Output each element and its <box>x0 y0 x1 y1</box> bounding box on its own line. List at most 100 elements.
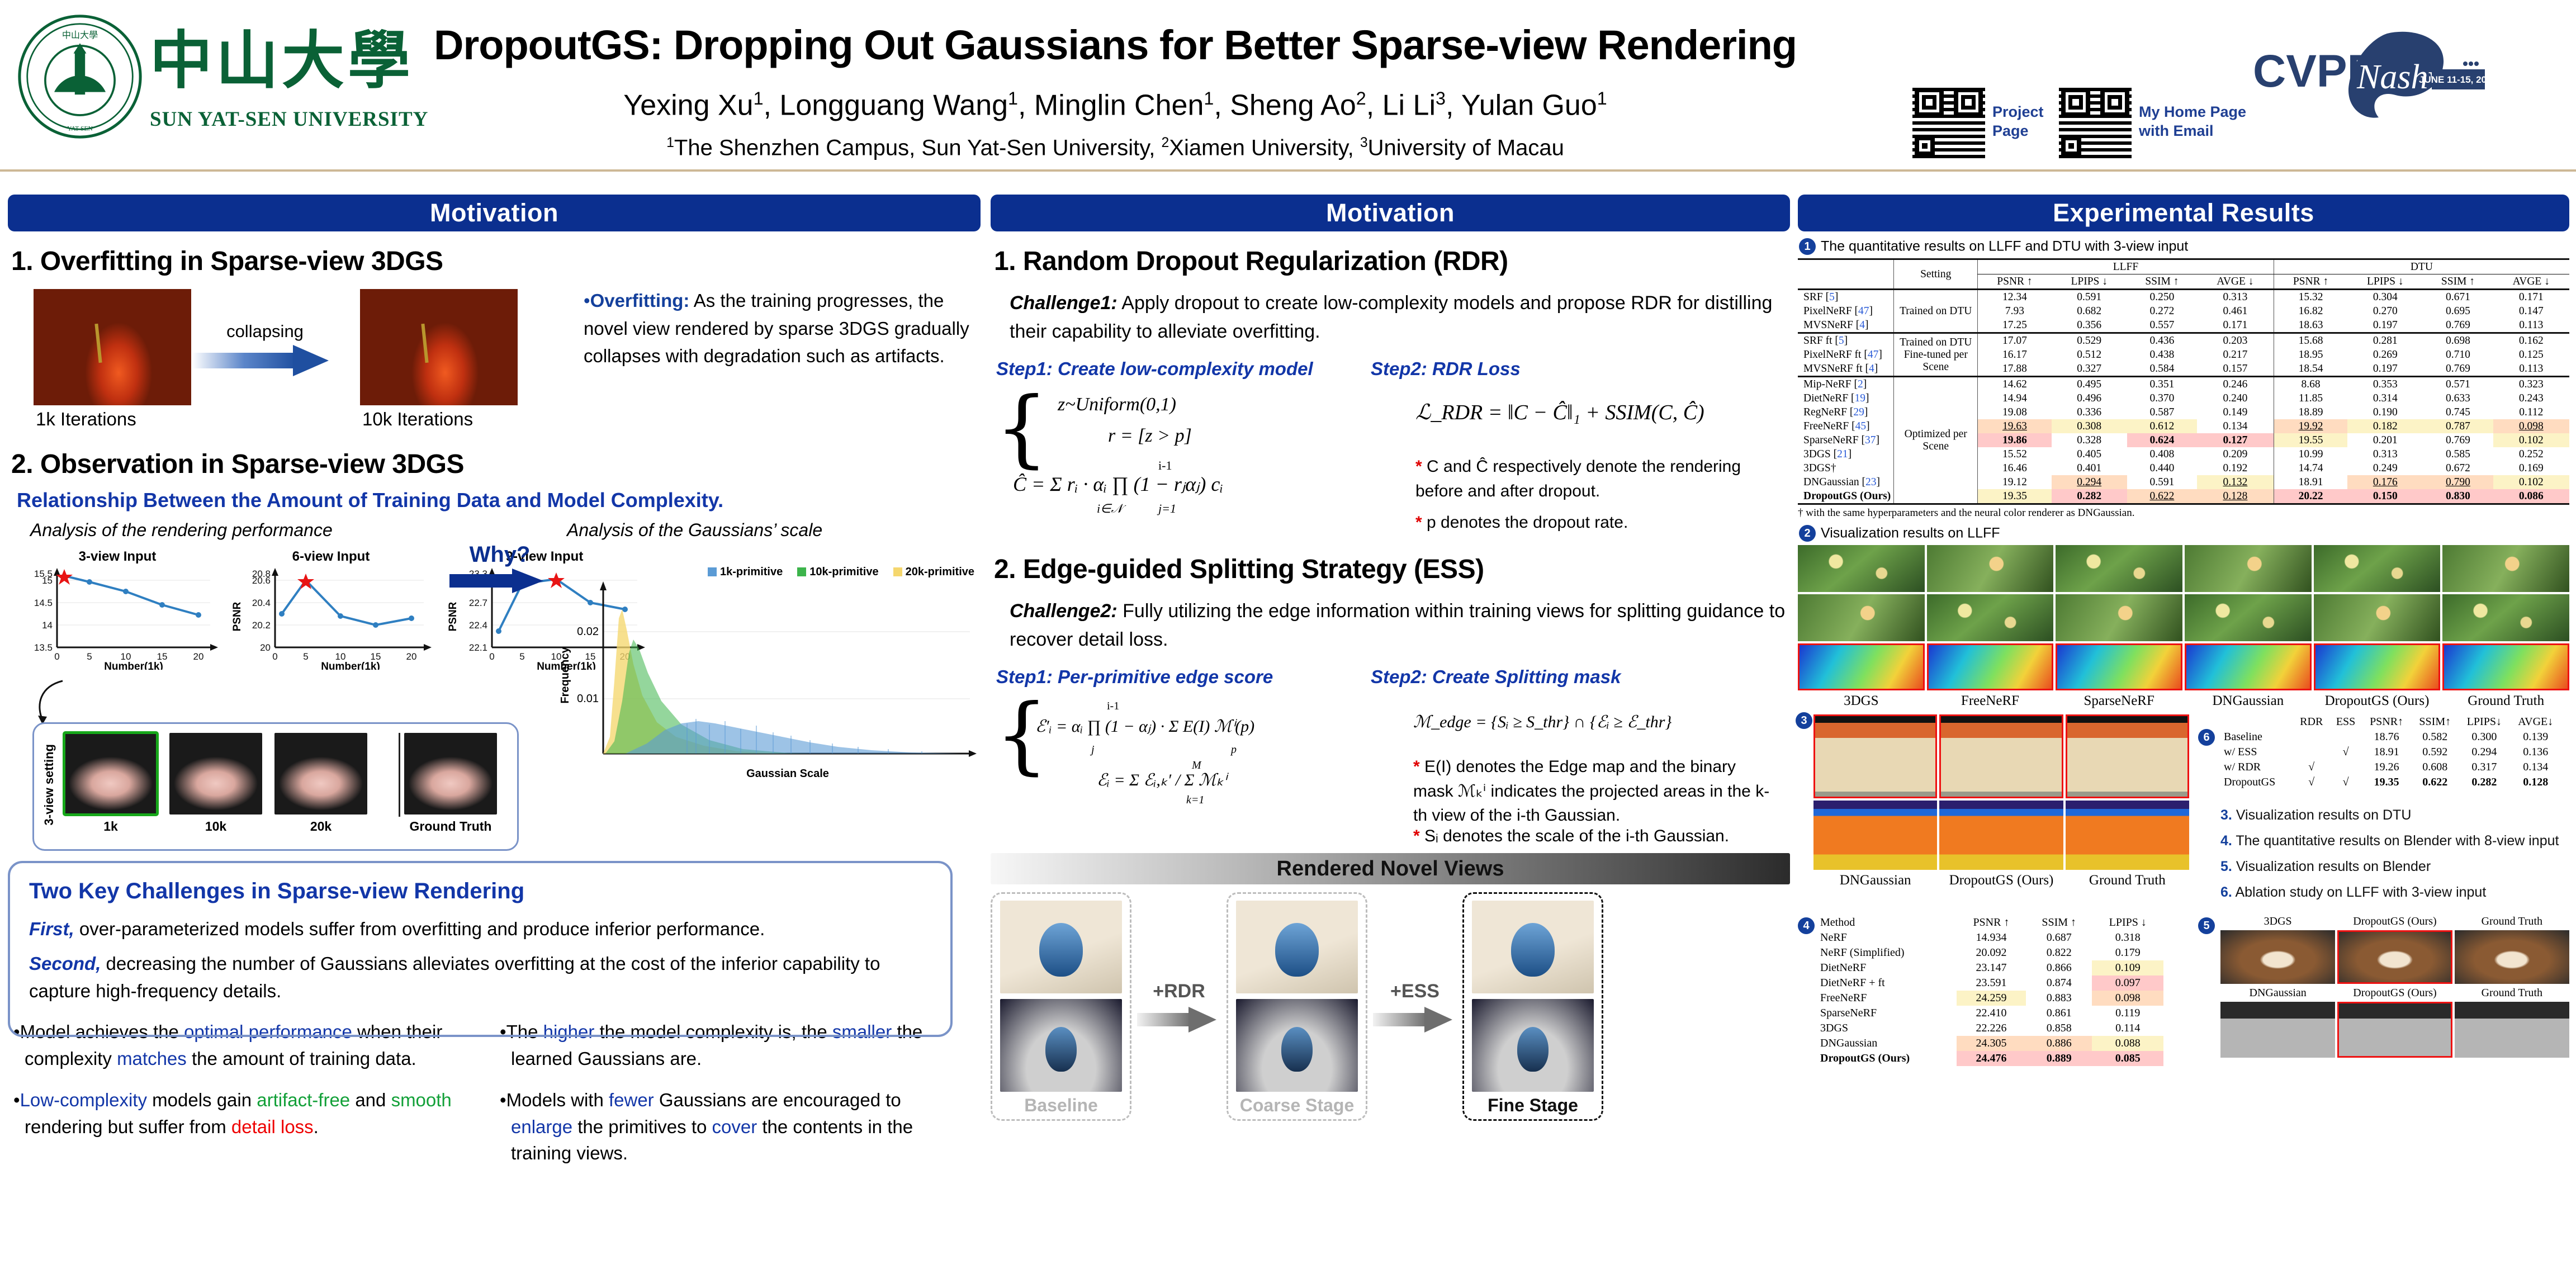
apple-render-1k <box>34 289 191 405</box>
cell-ess-check <box>2329 730 2361 745</box>
th-ablation-avge: AVGE↓ <box>2518 716 2554 728</box>
cell-value: 0.695 <box>2446 305 2470 317</box>
cell-value: 0.088 <box>2092 1036 2163 1051</box>
cell-value: 19.55 <box>2273 433 2348 447</box>
svg-text:15: 15 <box>371 651 381 662</box>
cell-value: 0.587 <box>2149 406 2175 418</box>
dtu-img-gt <box>2065 714 2189 798</box>
svg-text:5: 5 <box>519 651 524 662</box>
project-page-qr-block[interactable]: Project Page <box>1911 84 2044 160</box>
equation-z-uniform: z~Uniform(0,1) <box>1058 394 1177 415</box>
cell-value: 0.822 <box>2046 946 2072 959</box>
badge-6: 6 <box>2198 729 2215 746</box>
pig-image-row: 1k 10k 20k Ground Truth <box>63 731 497 834</box>
cell-value: 11.85 <box>2273 391 2348 405</box>
cell-value: 0.317 <box>2471 761 2497 773</box>
cell-value: 0.308 <box>2051 419 2127 433</box>
svg-text:0: 0 <box>54 651 59 662</box>
pig-image-10k: 10k <box>169 733 262 834</box>
svg-text:Number(1k): Number(1k) <box>104 661 163 670</box>
svg-text:20.2: 20.2 <box>252 620 271 631</box>
rendered-novel-views-header: Rendered Novel Views <box>991 853 1790 884</box>
two-key-challenges-box: Two Key Challenges in Sparse-view Render… <box>8 861 953 1037</box>
cell-value: 0.086 <box>2493 489 2569 504</box>
cell-value: 0.353 <box>2373 378 2398 390</box>
dtu-depth-dropoutgs <box>1939 801 2063 870</box>
blender-drums-row <box>2198 1002 2569 1058</box>
svg-text:CVPR: CVPR <box>2253 46 2380 97</box>
caption-table-1: 1 The quantitative results on LLFF and DT… <box>1799 238 2569 255</box>
qr-code-home-page[interactable] <box>2057 84 2133 160</box>
cell-value: 0.830 <box>2423 489 2493 504</box>
table-row: NeRF (Simplified) 20.092 0.822 0.179 <box>1817 945 2163 960</box>
svg-text:15: 15 <box>157 651 168 662</box>
cell-value: 0.874 <box>2046 977 2072 989</box>
cell-method: DietNeRF <box>1820 962 1867 974</box>
svg-text:YAT-SEN: YAT-SEN <box>67 126 93 132</box>
svg-text:14.5: 14.5 <box>34 598 53 608</box>
cell-value: 18.95 <box>2273 348 2348 362</box>
llff-depth-gt <box>2442 643 2570 690</box>
cell-value: 0.147 <box>2518 305 2544 317</box>
cell-value: 0.112 <box>2519 406 2544 418</box>
caption-10k-iterations: 10k Iterations <box>362 409 473 429</box>
cell-value: 0.243 <box>2518 392 2544 404</box>
cell-value: 0.769 <box>2446 319 2470 331</box>
cell-value: 0.622 <box>2127 489 2198 504</box>
dtu-img-dngaussian <box>1813 714 1938 798</box>
llff-img-3dgs-r2 <box>1798 594 1925 641</box>
qr-code-project-page[interactable] <box>1911 84 1987 160</box>
cell-value: 0.624 <box>2127 433 2198 447</box>
note-dropout-rate: * p denotes the dropout rate. <box>1415 513 1628 532</box>
cell-value: 0.125 <box>2518 348 2544 361</box>
th-llff-psnr: PSNR ↑ <box>1977 274 2052 290</box>
cell-value: 0.171 <box>2223 319 2248 331</box>
cell-method: NeRF (Simplified) <box>1820 946 1905 959</box>
svg-text:20: 20 <box>406 651 417 662</box>
cell-value: 12.34 <box>1977 289 2052 304</box>
cell-value: 0.150 <box>2347 489 2423 504</box>
equation-edge-normalized: ℰᵢ = Σ ℰᵢ,ₖ′ / Σ ℳₖⁱ <box>1097 771 1227 789</box>
cell-method: PixelNeRF ft [47] <box>1803 348 1882 361</box>
llff-img-freenerf-r1 <box>1926 545 2054 592</box>
table-footnote: † with the same hyperparameters and the … <box>1798 507 2135 519</box>
cell-value: 14.94 <box>1977 391 2052 405</box>
cell-method: DropoutGS (Ours) <box>1820 1052 1910 1064</box>
cell-value: 0.612 <box>2127 419 2198 433</box>
table-row: Mip-NeRF [2] Optimized per Scene 14.62 0.49… <box>1798 376 2569 504</box>
cell-rdr-check <box>2293 745 2329 760</box>
llff-depth-sparsenerf <box>2056 643 2183 690</box>
cell-value: 0.672 <box>2446 462 2470 474</box>
pig-divider <box>399 733 400 817</box>
dtu-visualization-block: 3 DNGaussian DropoutGS (Ours) Ground Tru… <box>1796 712 2189 910</box>
label-step1-edge-score: Step1: Per-primitive edge score <box>996 666 1273 687</box>
homepage-qr-block[interactable]: My Home Page with Email <box>2057 84 2246 160</box>
sysu-seal-logo: 中山大學 YAT-SEN <box>16 12 144 141</box>
cell-value: 0.585 <box>2446 448 2470 460</box>
qr-project-label: Project Page <box>1992 103 2044 139</box>
cell-value: 22.226 <box>1976 1022 2007 1034</box>
llff-img-gt-r1 <box>2442 545 2570 592</box>
chart-title-6view: 6-view Input <box>292 549 370 564</box>
cell-value: 0.351 <box>2149 378 2175 390</box>
label-step1-create-model: Step1: Create low-complexity model <box>996 358 1313 379</box>
rdr-step-labels: Step1: Create low-complexity model Step2… <box>996 358 1790 380</box>
svg-text:PSNR: PSNR <box>231 602 243 631</box>
th-ablation-psnr: PSNR↑ <box>2370 716 2404 728</box>
cell-value: 0.197 <box>2373 319 2398 331</box>
cell-value: 0.608 <box>2422 761 2448 773</box>
pig-image-1k: 1k <box>63 731 159 834</box>
cell-value: 24.476 <box>1957 1051 2026 1066</box>
cell-value: 0.157 <box>2223 362 2248 375</box>
table-row: SRF [5] Trained on DTU 12.34 0.591 0.250 0.31… <box>1798 289 2569 333</box>
cell-value: 19.35 <box>1977 489 2052 504</box>
table-row: RegNeRF [29] 19.08 0.336 0.587 0.149 18.89 0.1… <box>1798 405 2569 419</box>
note-scale: * Sᵢ denotes the scale of the i-th Gauss… <box>1413 827 1730 845</box>
cell-value: 0.114 <box>2115 1022 2141 1034</box>
dtu-depth-gt <box>2065 801 2189 870</box>
heading-observation: 2. Observation in Sparse-view 3DGS <box>11 449 464 479</box>
cell-value: 15.32 <box>2273 289 2348 304</box>
cell-value: 0.405 <box>2077 448 2102 460</box>
apple-render-10k <box>360 289 518 405</box>
histogram-xlabel: Gaussian Scale <box>746 768 829 780</box>
